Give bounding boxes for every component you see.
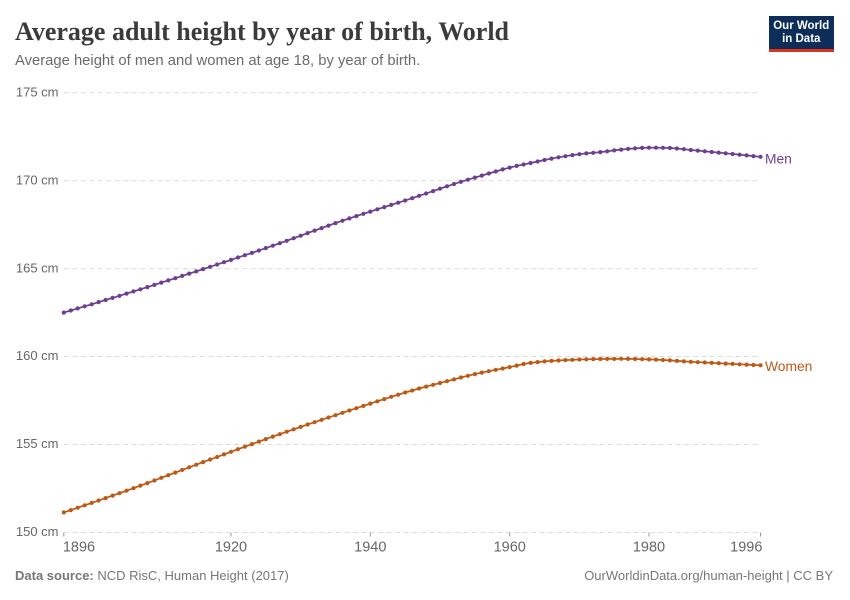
svg-text:Men: Men <box>765 151 792 166</box>
svg-text:1940: 1940 <box>354 540 386 556</box>
svg-text:170 cm: 170 cm <box>16 172 59 187</box>
svg-text:1920: 1920 <box>215 540 247 556</box>
svg-text:Women: Women <box>765 359 812 374</box>
svg-text:1996: 1996 <box>730 540 762 556</box>
svg-text:155 cm: 155 cm <box>16 436 59 451</box>
svg-text:160 cm: 160 cm <box>16 348 59 363</box>
svg-text:1896: 1896 <box>63 540 95 556</box>
svg-text:1980: 1980 <box>633 540 665 556</box>
svg-text:1960: 1960 <box>494 540 526 556</box>
svg-text:175 cm: 175 cm <box>16 84 59 99</box>
svg-text:150 cm: 150 cm <box>16 524 59 539</box>
svg-text:165 cm: 165 cm <box>16 260 59 275</box>
